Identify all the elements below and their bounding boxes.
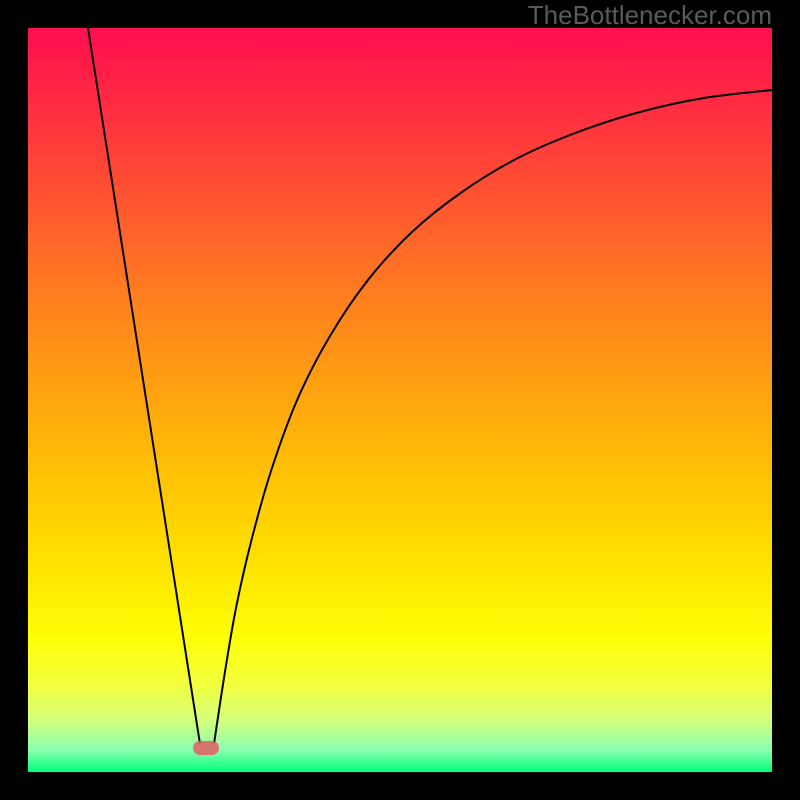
optimal-marker	[193, 741, 219, 755]
plot-area	[28, 28, 772, 772]
chart-canvas: TheBottlenecker.com	[0, 0, 800, 800]
watermark-text: TheBottlenecker.com	[528, 0, 772, 31]
bottleneck-curve	[28, 28, 772, 772]
